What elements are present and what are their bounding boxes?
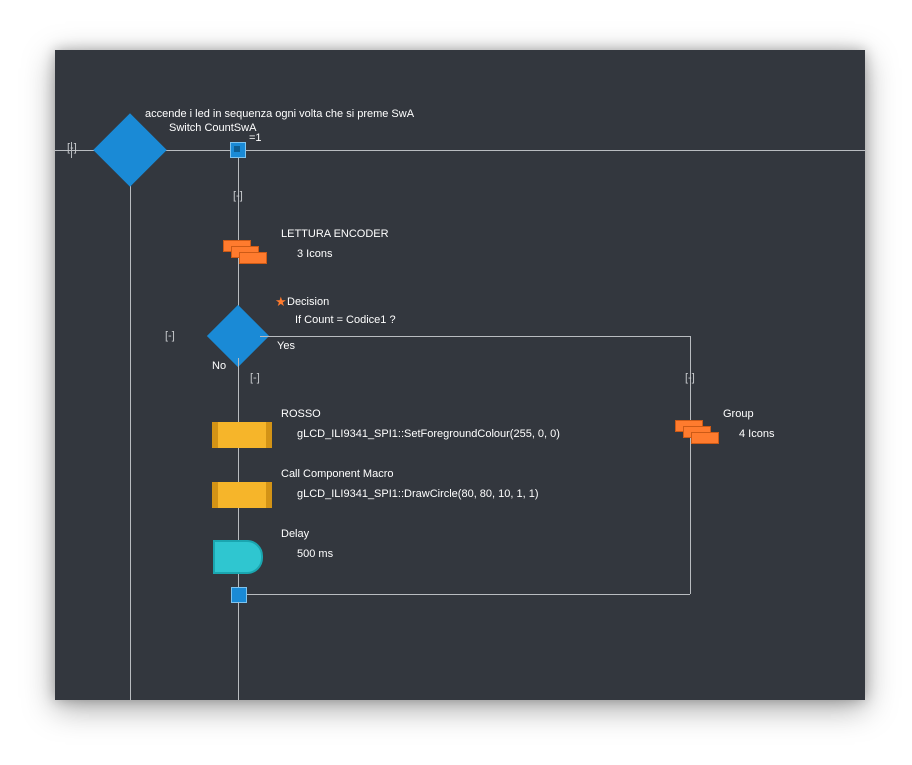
switch-case-node[interactable] — [230, 142, 246, 158]
decision-cond: If Count = Codice1 ? — [295, 314, 396, 326]
flowline-h-merge — [238, 594, 690, 595]
collapse-yes[interactable]: [-] — [685, 372, 695, 384]
breakpoint-star[interactable]: ★ — [275, 294, 287, 310]
rosso-call: gLCD_ILI9341_SPI1::SetForegroundColour(2… — [297, 428, 560, 440]
delay-val: 500 ms — [297, 548, 333, 560]
decision-yes: Yes — [277, 340, 295, 352]
group-icons[interactable] — [667, 420, 727, 450]
encoder-title: LETTURA ENCODER — [281, 228, 389, 240]
collapse-no[interactable]: [-] — [250, 372, 260, 384]
group-title: Group — [723, 408, 754, 420]
flowline-v-main-left — [130, 180, 131, 700]
group-sub: 4 Icons — [739, 428, 774, 440]
encoder-sub: 3 Icons — [297, 248, 332, 260]
flowline-v-exit — [238, 602, 239, 700]
collapse-left-edge[interactable]: [-] — [67, 142, 77, 154]
comment-text: accende i led in sequenza ogni volta che… — [145, 108, 414, 120]
rosso-block[interactable] — [212, 422, 272, 448]
delay-block[interactable] — [213, 540, 263, 574]
delay-title: Delay — [281, 528, 309, 540]
switch-diamond[interactable] — [93, 113, 167, 187]
merge-node[interactable] — [231, 587, 247, 603]
switch-label: Switch CountSwA — [169, 122, 256, 134]
draw-title: Call Component Macro — [281, 468, 394, 480]
rosso-title: ROSSO — [281, 408, 321, 420]
flowline-h-top — [55, 150, 865, 151]
encoder-icons[interactable] — [215, 240, 275, 270]
decision-title: Decision — [287, 296, 329, 308]
collapse-case-top[interactable]: [-] — [233, 190, 243, 202]
decision-no: No — [212, 360, 226, 372]
draw-call: gLCD_ILI9341_SPI1::DrawCircle(80, 80, 10… — [297, 488, 539, 500]
draw-block[interactable] — [212, 482, 272, 508]
collapse-decision-left[interactable]: [-] — [165, 330, 175, 342]
flowchart-canvas: accende i led in sequenza ogni volta che… — [55, 50, 865, 700]
case-label: =1 — [249, 132, 262, 144]
flowline-h-yes — [260, 336, 690, 337]
